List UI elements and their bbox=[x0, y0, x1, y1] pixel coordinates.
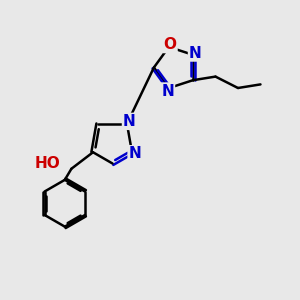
Text: N: N bbox=[123, 114, 136, 129]
Text: O: O bbox=[164, 37, 176, 52]
Text: N: N bbox=[161, 83, 174, 98]
Text: HO: HO bbox=[34, 156, 60, 171]
Text: N: N bbox=[189, 46, 202, 61]
Text: N: N bbox=[129, 146, 141, 161]
